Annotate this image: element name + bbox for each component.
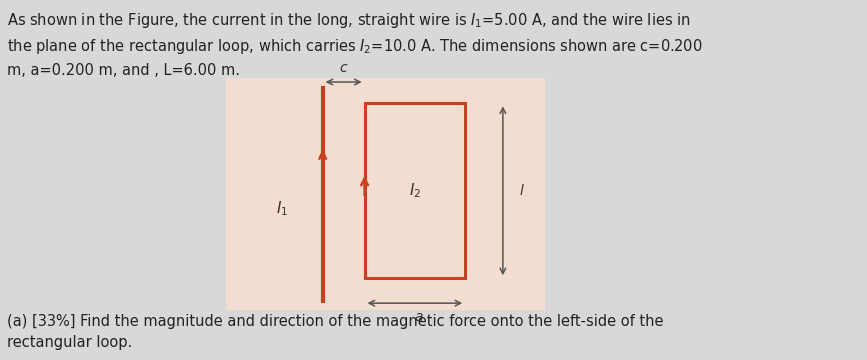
Text: $I_1$: $I_1$ — [277, 199, 289, 218]
Bar — [365, 103, 466, 278]
Text: c: c — [340, 61, 348, 75]
Text: As shown in the Figure, the current in the long, straight wire is $I_1$=5.00 A, : As shown in the Figure, the current in t… — [7, 11, 702, 78]
Text: l: l — [519, 184, 524, 198]
Text: $I_2$: $I_2$ — [408, 181, 421, 200]
Bar — [226, 78, 544, 310]
Text: (a) [33%] Find the magnitude and direction of the magnetic force onto the left-s: (a) [33%] Find the magnitude and directi… — [7, 314, 663, 351]
Text: a: a — [414, 310, 423, 324]
